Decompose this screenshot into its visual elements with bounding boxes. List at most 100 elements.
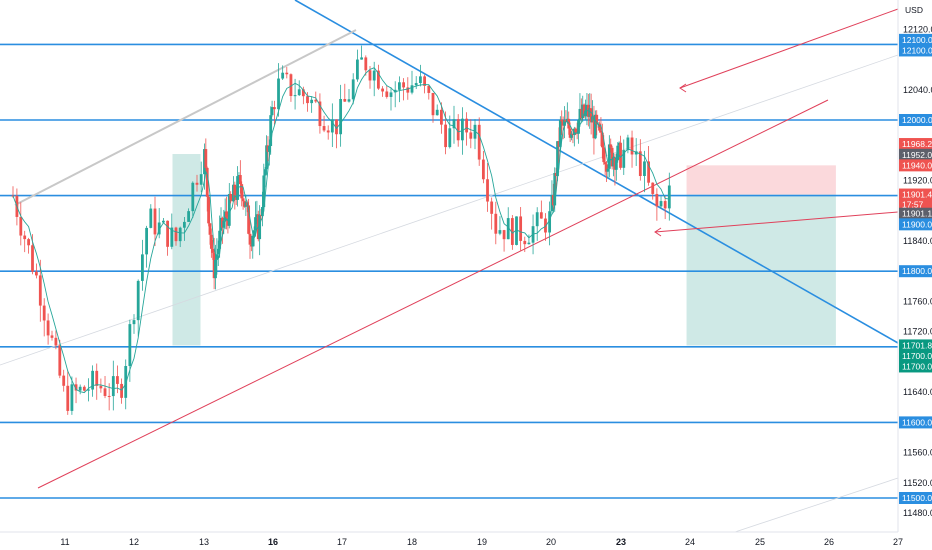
candle-body xyxy=(314,99,318,102)
price-tag: 11900.0 xyxy=(899,218,932,231)
price-tag-label: 11800.0 xyxy=(902,266,932,276)
candle-body xyxy=(452,119,456,129)
candle-body xyxy=(651,182,655,194)
candle-body xyxy=(62,375,66,386)
currency-label[interactable]: USD xyxy=(905,5,923,15)
rising-midline[interactable] xyxy=(0,54,899,366)
price-tag: 11701.8 xyxy=(899,339,932,352)
candle-body xyxy=(393,89,397,93)
candle-body xyxy=(183,221,186,228)
stop-zone-right[interactable] xyxy=(686,165,836,195)
candle-body xyxy=(588,108,592,117)
price-tag-bg xyxy=(899,265,932,278)
price-tick-label: 12040.0 xyxy=(903,85,932,95)
price-tag-label: 12100.0 xyxy=(902,45,932,55)
rising-channel-line[interactable] xyxy=(37,99,829,489)
candle-body xyxy=(519,216,523,241)
price-tag-bg xyxy=(899,188,932,201)
candle-body xyxy=(667,185,671,209)
candle-body xyxy=(58,345,62,376)
candle-body xyxy=(120,383,123,398)
candle-body xyxy=(265,145,268,170)
candle-body xyxy=(423,76,426,86)
drawn-trendlines xyxy=(0,0,899,533)
time-axis[interactable]: 11 12 13 16 17 18 19 20 23 24 25 26 27 xyxy=(60,537,903,547)
price-tag: 11500.0 xyxy=(899,492,932,504)
candle-body xyxy=(82,386,86,391)
candle-body xyxy=(153,208,157,235)
candle-body xyxy=(600,132,604,148)
candle-body xyxy=(490,201,494,214)
candle-body xyxy=(560,119,564,122)
candle-body xyxy=(634,151,638,155)
candle-body xyxy=(23,235,27,240)
candle-body xyxy=(233,184,237,199)
candle-body xyxy=(31,245,34,272)
candle-body xyxy=(556,141,559,176)
date-tick-label: 27 xyxy=(893,537,903,547)
projection-arrow-flat[interactable] xyxy=(654,211,899,233)
candle-body xyxy=(622,150,626,168)
candle-body xyxy=(610,147,614,167)
candle-body xyxy=(262,175,266,208)
candle-body xyxy=(35,271,38,276)
candle-body xyxy=(448,128,452,148)
candle-body xyxy=(211,248,215,253)
candle-body xyxy=(419,76,422,84)
price-tag-label: 11901.4 xyxy=(902,190,932,200)
candle-body xyxy=(209,234,213,249)
candle-body xyxy=(444,124,447,148)
descending-trendline[interactable] xyxy=(294,0,899,344)
price-axis[interactable]: 12120.0 12040.0 11920.0 11840.0 11760.0 11720… xyxy=(903,24,932,518)
candle-body xyxy=(136,280,140,321)
price-tag: 12100.0 xyxy=(899,33,932,46)
candle-body xyxy=(435,109,439,116)
price-tag-bg xyxy=(899,44,932,57)
candle-body xyxy=(589,108,593,123)
candle-body xyxy=(285,72,289,75)
projection-arrow-up[interactable] xyxy=(679,8,899,89)
candle-body xyxy=(402,82,405,88)
candle-body xyxy=(229,193,233,201)
target-zone-left[interactable] xyxy=(172,154,201,346)
candle-body xyxy=(626,137,630,151)
candle-body xyxy=(577,120,580,134)
price-tag-bg xyxy=(899,416,932,429)
price-tag-bg xyxy=(899,218,932,231)
candle-body xyxy=(377,70,380,89)
candle-body xyxy=(269,115,273,146)
candle-body xyxy=(548,211,552,233)
candle-body xyxy=(506,218,510,240)
candle-body xyxy=(465,118,468,133)
candle-body xyxy=(647,161,650,183)
target-zone-right[interactable] xyxy=(686,194,836,346)
candle-body xyxy=(74,384,78,391)
candle-body xyxy=(389,92,393,97)
price-tag: 11968.2 xyxy=(899,138,932,151)
candle-body xyxy=(659,201,663,207)
candle-body xyxy=(582,104,586,117)
date-tick-label: 24 xyxy=(685,537,695,547)
price-tag-label: 11600.0 xyxy=(902,417,932,427)
price-series xyxy=(12,67,670,394)
price-tag: 11901.4 xyxy=(899,188,932,201)
candle-body xyxy=(277,78,280,110)
candle-body xyxy=(42,305,46,321)
candle-body xyxy=(554,173,558,176)
candle-body xyxy=(227,193,231,226)
candle-body xyxy=(187,211,190,222)
price-tag-bg xyxy=(899,33,932,46)
upper-channel-line[interactable] xyxy=(14,29,357,206)
date-tick-label: 12 xyxy=(129,537,139,547)
price-tick-label: 11560.0 xyxy=(903,448,932,458)
price-tick-label: 11920.0 xyxy=(903,175,932,185)
lower-channel-line[interactable] xyxy=(734,477,899,533)
price-tag-label: 11968.2 xyxy=(902,139,932,149)
candle-body xyxy=(326,130,330,133)
candle-body xyxy=(310,99,314,104)
candle-body xyxy=(473,124,477,139)
candle-body xyxy=(141,254,144,281)
candle-body xyxy=(215,254,219,260)
